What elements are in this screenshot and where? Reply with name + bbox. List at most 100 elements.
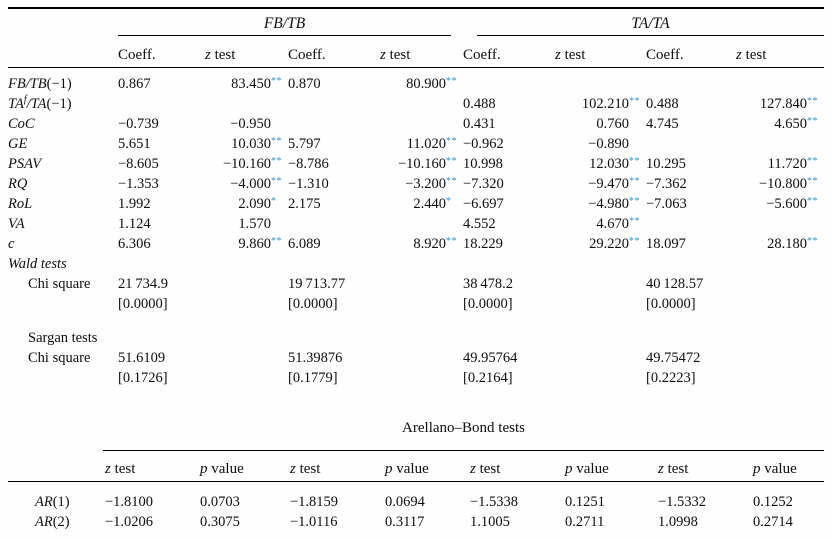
row-label: Chi square: [8, 274, 118, 294]
table-cell: −4.000 **: [200, 174, 288, 194]
ab-table-cell: 1.1005: [470, 514, 510, 530]
table-cell: 18.229: [463, 236, 503, 252]
italic-letter: p: [565, 461, 573, 477]
ab-table-cell: −1.8100: [105, 494, 154, 510]
table-cell: [0.0000]: [646, 296, 696, 312]
row-label: TAf/TA(−1): [8, 94, 118, 114]
table-cell: [375, 254, 463, 274]
significance-stars: **: [629, 96, 640, 107]
table-cell: [288, 94, 375, 114]
table-cell: −7.362: [646, 176, 687, 192]
table-cell: [550, 274, 646, 294]
ab-col-header: p value: [200, 461, 244, 477]
table-cell: [646, 328, 731, 348]
ab-table-cell: −1.0206: [105, 514, 154, 530]
row-label: PSAV: [8, 154, 118, 174]
table-cell: −1.310: [288, 176, 329, 192]
col-header: Coeff.: [288, 47, 326, 63]
significance-stars: **: [271, 136, 282, 147]
significance-stars: **: [629, 236, 640, 247]
label-segment: Wald tests: [8, 256, 67, 272]
significance-stars: **: [271, 156, 282, 167]
ab-col-header: p value: [753, 461, 797, 477]
label-segment: RQ: [8, 176, 28, 192]
table-cell: [550, 348, 646, 368]
table-cell: 1.992: [118, 196, 151, 212]
label-segment: AR: [35, 494, 53, 510]
table-cell: [288, 254, 375, 274]
label-segment: (1): [52, 494, 70, 510]
table-cell: [375, 214, 463, 234]
ab-table-cell: 0.0703: [200, 494, 240, 510]
table-cell: [0.2223]: [646, 370, 696, 386]
ab-table-cell: 1.0998: [658, 514, 698, 530]
arellano-bond-spanner-rule: [103, 450, 824, 451]
table-cell: [375, 368, 463, 388]
table-cell: [550, 328, 646, 348]
table-cell: 9.860 **: [200, 234, 288, 254]
table-cell: [375, 94, 463, 114]
table-cell: [200, 274, 288, 294]
table-cell: 51.39876: [288, 350, 343, 366]
table-cell: [288, 214, 375, 234]
table-cell: −8.605: [118, 156, 159, 172]
col-header: z test: [555, 47, 586, 63]
italic-letter: p: [200, 461, 208, 477]
row-label: Chi square: [8, 348, 118, 368]
label-segment: VA: [8, 216, 25, 232]
main-table-body: FB/TB(−1) 0.867 83.450 ** 0.870 80.900 ** TAf/T…: [8, 68, 824, 388]
col-header: Coeff.: [646, 47, 684, 63]
table-cell: 5.797: [288, 136, 321, 152]
table-cell: [200, 328, 288, 348]
empty-stub-cell: [8, 36, 118, 67]
table-cell: 6.306: [118, 236, 151, 252]
italic-letter: z: [380, 47, 386, 63]
italic-letter: z: [105, 461, 111, 477]
ab-table-cell: 0.1252: [753, 494, 793, 510]
significance-stars: **: [807, 196, 818, 207]
ab-col-header: z test: [658, 461, 689, 477]
group-header-tata-cell: TA/TA: [463, 14, 824, 36]
label-segment: TA: [8, 96, 24, 112]
ab-table-cell: −1.0116: [290, 514, 338, 530]
table-cell: 127.840 **: [731, 94, 824, 114]
col-header: z test: [380, 47, 411, 63]
table-cell: [731, 348, 824, 368]
ab-table-cell: 0.3075: [200, 514, 240, 530]
col-header: Coeff.: [118, 47, 156, 63]
table-cell: 18.097: [646, 236, 686, 252]
label-segment: CoC: [8, 116, 35, 132]
ab-table-cell: 0.0694: [385, 494, 425, 510]
col-header: z test: [205, 47, 236, 63]
italic-letter: p: [385, 461, 393, 477]
table-cell: 4.745: [646, 116, 679, 132]
table-cell: [118, 94, 200, 114]
table-cell: 49.75472: [646, 350, 701, 366]
italic-letter: p: [753, 461, 761, 477]
table-cell: [550, 254, 646, 274]
table-cell: 1.124: [118, 216, 151, 232]
table-cell: −0.739: [118, 116, 159, 132]
label-segment: GE: [8, 136, 28, 152]
table-cell: [731, 294, 824, 314]
table-cell: 6.089: [288, 236, 321, 252]
table-cell: −0.962: [463, 136, 504, 152]
label-segment: Sargan tests: [28, 330, 98, 346]
table-cell: [0.1726]: [118, 370, 168, 386]
table-cell: 51.6109: [118, 350, 166, 366]
table-cell: [0.0000]: [463, 296, 513, 312]
ab-row-label: AR(2): [8, 512, 103, 532]
significance-stars: **: [271, 76, 282, 87]
row-label: [8, 368, 118, 388]
results-table: FB/TB TA/TA Coeff. z test Coeff. z test Coef…: [8, 7, 824, 541]
table-cell: [646, 74, 731, 94]
table-cell: [550, 294, 646, 314]
label-segment: (2): [52, 514, 70, 530]
label-segment: RoL: [8, 196, 33, 212]
table-cell: [646, 134, 731, 154]
table-cell: 11.720 **: [731, 154, 824, 174]
table-cell: [646, 254, 731, 274]
row-label: RQ: [8, 174, 118, 194]
table-cell: 1.570: [238, 216, 271, 232]
table-cell: [463, 74, 550, 94]
